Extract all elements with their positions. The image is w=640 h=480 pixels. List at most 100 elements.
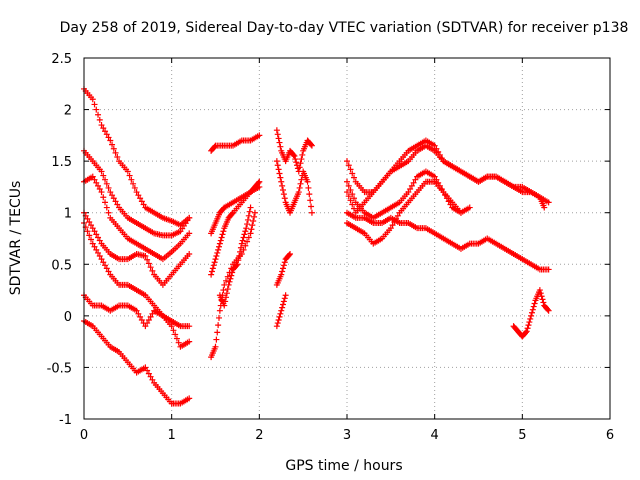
data-point (279, 268, 286, 275)
series-track-m (273, 127, 315, 175)
data-point (531, 300, 538, 307)
series-track-j (208, 209, 258, 361)
data-point (216, 307, 223, 314)
data-point (391, 218, 398, 225)
data-point (351, 205, 358, 212)
y-tick-label: -1 (59, 413, 72, 428)
series-track-k (208, 183, 263, 278)
data-point (241, 231, 248, 238)
data-point (248, 226, 255, 233)
data-point (278, 271, 285, 278)
data-point (144, 320, 151, 327)
data-point (280, 187, 287, 194)
data-point (237, 244, 244, 251)
data-point (96, 185, 103, 192)
data-point (88, 236, 95, 243)
data-point (145, 260, 152, 267)
data-point (208, 268, 215, 275)
data-point (212, 343, 219, 350)
data-point (245, 212, 252, 219)
data-point (347, 187, 354, 194)
data-point (211, 259, 218, 266)
data-point (208, 271, 215, 278)
data-point (112, 149, 119, 156)
data-point (186, 395, 193, 402)
x-tick-label: 5 (518, 428, 526, 443)
data-point (93, 246, 100, 253)
data-point (140, 201, 147, 208)
data-point (466, 204, 473, 211)
data-point (170, 327, 177, 334)
data-point (102, 176, 109, 183)
data-point (103, 204, 110, 211)
data-point (528, 312, 535, 319)
data-point (528, 309, 535, 316)
data-point (109, 141, 116, 148)
data-point (256, 178, 263, 185)
data-point (103, 131, 110, 138)
data-point (138, 198, 145, 205)
series-track-b (81, 147, 193, 239)
series-track-g (81, 318, 193, 407)
data-point (237, 248, 244, 255)
data-point (347, 197, 354, 204)
data-point (245, 234, 252, 241)
data-point (186, 230, 193, 237)
data-point (278, 178, 285, 185)
data-point (95, 182, 102, 189)
data-point (249, 222, 256, 229)
data-point (89, 240, 96, 247)
data-point (217, 237, 224, 244)
data-point (545, 307, 552, 314)
data-point (128, 176, 135, 183)
data-point (102, 262, 109, 269)
x-axis-title: GPS time / hours (285, 458, 402, 474)
data-point (133, 307, 140, 314)
data-point (244, 216, 251, 223)
data-point (256, 132, 263, 139)
data-point (186, 323, 193, 330)
y-tick-label: 1.5 (51, 155, 72, 170)
data-point (126, 172, 133, 179)
data-point (393, 215, 400, 222)
data-point (276, 170, 283, 177)
data-point (89, 225, 96, 232)
data-point (209, 265, 216, 272)
data-point (242, 242, 249, 249)
data-point (442, 192, 449, 199)
data-point (98, 122, 105, 129)
data-point (276, 139, 283, 146)
data-point (242, 228, 249, 235)
data-point (149, 376, 156, 383)
data-point (527, 315, 534, 322)
data-point (142, 323, 149, 330)
data-point (522, 329, 529, 336)
data-point (525, 322, 532, 329)
data-point (239, 237, 246, 244)
data-point (290, 151, 297, 158)
data-point (280, 265, 287, 272)
data-point (349, 170, 356, 177)
data-point (223, 277, 230, 284)
data-point (213, 336, 220, 343)
data-point (298, 176, 305, 183)
data-point (251, 213, 258, 220)
data-point (277, 143, 284, 150)
data-point (433, 145, 440, 152)
data-point (235, 257, 242, 264)
data-point (98, 256, 105, 263)
data-point (273, 158, 280, 165)
data-point (213, 253, 220, 260)
data-point (445, 198, 452, 205)
series-track-p (273, 292, 289, 330)
data-point (102, 128, 109, 135)
data-point (93, 179, 100, 186)
data-point (344, 158, 350, 165)
data-point (292, 156, 299, 163)
data-point (281, 195, 288, 202)
data-point (227, 275, 234, 282)
data-point (103, 265, 110, 272)
data-point (105, 184, 112, 191)
data-point (225, 281, 232, 288)
data-point (299, 151, 306, 158)
